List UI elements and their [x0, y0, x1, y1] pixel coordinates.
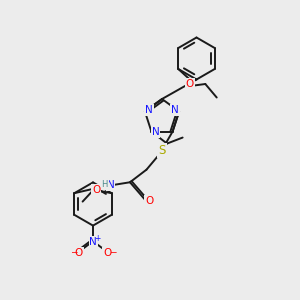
- Text: +: +: [94, 234, 101, 243]
- Text: N: N: [171, 105, 179, 115]
- Text: N: N: [152, 127, 160, 137]
- Text: N: N: [89, 237, 97, 247]
- Text: H: H: [102, 181, 108, 190]
- Text: −: −: [109, 247, 117, 256]
- Text: O: O: [74, 248, 83, 258]
- Text: O: O: [145, 196, 153, 206]
- Text: S: S: [158, 144, 166, 157]
- Text: O: O: [186, 79, 194, 89]
- Text: N: N: [145, 105, 153, 115]
- Text: O: O: [92, 185, 100, 195]
- Text: O: O: [103, 248, 112, 258]
- Text: −: −: [70, 247, 78, 256]
- Text: N: N: [107, 180, 115, 190]
